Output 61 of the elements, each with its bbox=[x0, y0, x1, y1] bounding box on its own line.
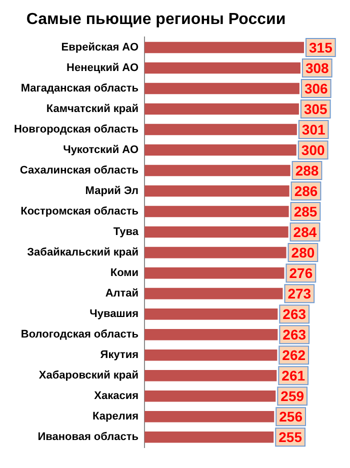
bar bbox=[144, 103, 299, 115]
y-tick-label: Новгородская область bbox=[14, 124, 139, 136]
y-tick-label: Марий Эл bbox=[85, 185, 139, 198]
bar bbox=[144, 390, 276, 402]
data-label: 288 bbox=[295, 162, 319, 178]
y-tick-label: Сахалинская область bbox=[20, 164, 139, 177]
data-label: 262 bbox=[282, 346, 306, 363]
y-tick-label: Ивановая область bbox=[38, 431, 139, 444]
y-tick-label: Чувашия bbox=[90, 308, 139, 320]
data-label: 263 bbox=[282, 306, 306, 322]
data-label: 300 bbox=[301, 142, 325, 158]
bar bbox=[144, 432, 274, 443]
y-tick-label: Алтай bbox=[105, 288, 139, 300]
bar bbox=[144, 267, 284, 279]
bar bbox=[144, 62, 300, 74]
data-label: 305 bbox=[304, 100, 328, 117]
y-tick-label: Забайкальский край bbox=[27, 246, 139, 259]
data-label: 315 bbox=[309, 39, 333, 56]
bar bbox=[144, 308, 278, 320]
y-tick-label: Магаданская область bbox=[20, 82, 139, 95]
bar bbox=[144, 370, 277, 382]
data-label: 256 bbox=[279, 408, 303, 424]
y-tick-label: Карелия bbox=[92, 410, 139, 423]
bar bbox=[144, 164, 290, 176]
data-label: 284 bbox=[293, 224, 317, 240]
y-tick-label: Хакасия bbox=[94, 390, 139, 402]
data-label: 301 bbox=[302, 121, 326, 138]
y-tick-label: Коми bbox=[110, 267, 139, 280]
data-label: 285 bbox=[294, 203, 318, 220]
bar bbox=[144, 349, 278, 361]
data-label: 259 bbox=[280, 388, 304, 404]
y-tick-label: Якутия bbox=[100, 349, 139, 362]
chart-title: Самые пьющие регионы России bbox=[26, 11, 286, 28]
bar bbox=[144, 410, 274, 422]
data-label: 280 bbox=[291, 244, 315, 260]
bar bbox=[144, 82, 300, 94]
y-tick-label: Еврейская АО bbox=[61, 41, 139, 54]
data-label: 255 bbox=[278, 429, 302, 446]
y-tick-label: Вологодская область bbox=[20, 328, 139, 341]
bar bbox=[144, 288, 283, 300]
bar bbox=[144, 185, 290, 197]
bar bbox=[144, 328, 278, 340]
bar bbox=[144, 206, 289, 218]
bar bbox=[144, 144, 296, 156]
data-label: 286 bbox=[294, 182, 318, 199]
y-tick-label: Костромская область bbox=[20, 206, 139, 218]
data-label: 276 bbox=[289, 264, 313, 281]
bar bbox=[144, 124, 297, 136]
y-tick-label: Чукотский АО bbox=[63, 144, 139, 156]
data-label: 273 bbox=[288, 285, 312, 302]
bar bbox=[144, 42, 304, 54]
y-tick-label: Камчатский край bbox=[46, 103, 139, 116]
data-label: 263 bbox=[282, 326, 306, 342]
y-tick-label: Хабаровский край bbox=[38, 370, 139, 382]
data-label: 306 bbox=[304, 80, 328, 96]
y-tick-label: Ненецкий АО bbox=[66, 62, 139, 74]
y-tick-label: Тува bbox=[113, 226, 140, 238]
bar bbox=[144, 226, 288, 238]
data-label: 308 bbox=[305, 60, 330, 76]
data-label: 261 bbox=[282, 367, 306, 384]
bar bbox=[144, 246, 286, 258]
